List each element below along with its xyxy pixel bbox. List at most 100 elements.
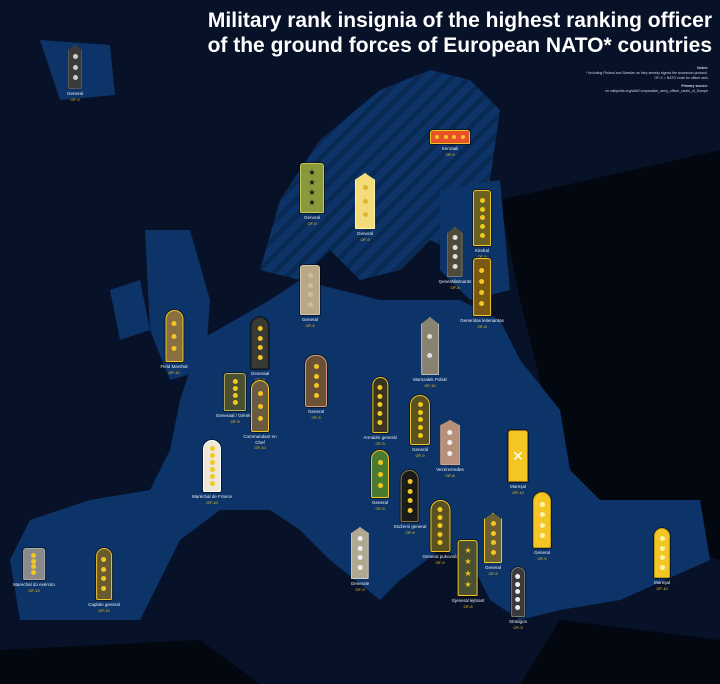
rank-label: Generale bbox=[350, 581, 370, 586]
nato-code: OF-10 bbox=[168, 369, 180, 375]
insignia-finland: Kenraali OF-9 bbox=[430, 130, 470, 157]
shoulder-board bbox=[473, 190, 491, 246]
pip-icon bbox=[539, 512, 545, 518]
insignia-denmark: General OF-9 bbox=[300, 265, 320, 328]
star-icon: ★ bbox=[308, 188, 316, 197]
insignia-spain: Capitán general OF-10 bbox=[88, 548, 120, 613]
pip-icon bbox=[377, 420, 383, 426]
shoulder-board bbox=[401, 470, 419, 522]
shoulder-board bbox=[300, 265, 320, 315]
notes: Notes: * Including Finland and Sweden as… bbox=[508, 66, 708, 94]
pip-icon bbox=[452, 254, 458, 260]
shoulder-board: ★ ★ ★ ★ bbox=[300, 163, 324, 213]
shoulder-board bbox=[371, 450, 389, 498]
pip-icon bbox=[357, 545, 363, 551]
nato-code: OF-10 bbox=[206, 499, 218, 505]
pip-icon bbox=[101, 586, 107, 592]
pip-icon bbox=[479, 215, 485, 221]
shoulder-board bbox=[23, 548, 45, 580]
shoulder-board bbox=[250, 317, 269, 369]
nato-code: OF-9 bbox=[477, 253, 487, 259]
pip-icon bbox=[539, 522, 545, 528]
pip-icon bbox=[407, 488, 413, 494]
rank-label: General bbox=[66, 91, 84, 96]
shoulder-board bbox=[430, 130, 470, 144]
rank-label: Ģenerālleitnants bbox=[438, 279, 472, 284]
shoulder-board bbox=[305, 355, 327, 407]
insignia-greece: Stratigos OF-9 bbox=[509, 567, 527, 630]
nato-code: OF-9 bbox=[513, 624, 523, 630]
pip-icon bbox=[101, 556, 107, 562]
shoulder-board: ✕ bbox=[508, 430, 528, 482]
rank-label: General bbox=[303, 215, 320, 220]
rank-label: Stožerni general bbox=[393, 524, 427, 529]
pip-icon bbox=[407, 508, 413, 514]
shoulder-board bbox=[224, 373, 246, 411]
insignia-bulgaria: General OF-9 bbox=[533, 492, 551, 561]
rank-label: Stratigos bbox=[509, 619, 527, 624]
pip-icon bbox=[490, 530, 496, 536]
pip-icon bbox=[479, 233, 485, 239]
rank-label: Capitán general bbox=[88, 602, 120, 607]
pip-icon bbox=[257, 391, 263, 397]
nato-code: OF-10 bbox=[424, 382, 436, 388]
rank-label: Commandant en Chef bbox=[243, 434, 277, 445]
rank-label: Kindral bbox=[474, 248, 489, 253]
pip-icon bbox=[101, 576, 107, 582]
rank-label: General pukovnik bbox=[422, 554, 458, 559]
pip-icon bbox=[452, 244, 458, 250]
pip-icon bbox=[417, 409, 423, 415]
nato-code: OF-9 bbox=[375, 505, 385, 511]
pip-icon bbox=[257, 403, 263, 409]
pip-icon bbox=[452, 263, 458, 269]
pip-icon bbox=[539, 533, 545, 539]
rank-label: Mareşal bbox=[653, 580, 671, 585]
pip-icon bbox=[447, 450, 453, 456]
pip-icon bbox=[659, 564, 665, 570]
rank-label: General bbox=[533, 550, 550, 555]
pip-icon bbox=[417, 401, 423, 407]
insignia-albania: ★ ★ ★ ★ Gjeneral lejtnant OF-8 bbox=[452, 540, 484, 609]
pip-icon bbox=[362, 211, 368, 217]
nato-code: OF-9 bbox=[488, 570, 498, 576]
pip-icon bbox=[31, 570, 37, 576]
pip-icon bbox=[479, 290, 485, 295]
pip-icon bbox=[72, 54, 78, 60]
pip-icon bbox=[362, 185, 368, 191]
insignia-hungary: Vezérezredes OF-8 bbox=[436, 420, 464, 478]
insignia-czechia: Armádní generál OF-9 bbox=[363, 377, 397, 446]
star-icon: ★ bbox=[308, 178, 316, 187]
source-heading: Primary source: bbox=[681, 84, 708, 88]
star-icon: ★ bbox=[464, 546, 472, 556]
pip-icon bbox=[209, 467, 215, 472]
pip-icon bbox=[479, 206, 485, 212]
shoulder-board bbox=[372, 377, 388, 433]
rank-label: Marszałek Polski bbox=[413, 377, 447, 382]
title-line-1: Military rank insignia of the highest ra… bbox=[207, 9, 712, 32]
shoulder-board: ★ ★ ★ ★ bbox=[458, 540, 478, 596]
pip-icon bbox=[460, 135, 465, 139]
pip-icon bbox=[377, 411, 383, 417]
shoulder-board bbox=[447, 227, 463, 277]
nato-code: OF-9 bbox=[355, 586, 365, 592]
pip-icon bbox=[257, 335, 263, 341]
pip-icon bbox=[357, 565, 363, 571]
pip-icon bbox=[307, 292, 313, 298]
rank-label: General bbox=[356, 231, 373, 236]
notes-text: * Including Finland and Sweden as they a… bbox=[586, 71, 708, 75]
pip-icon bbox=[490, 549, 496, 555]
title-line-2: of the ground forces of European NATO* c… bbox=[207, 34, 712, 57]
nato-code: OF-9 bbox=[445, 151, 455, 157]
pip-icon bbox=[307, 273, 313, 279]
nato-code: OF-9 bbox=[405, 529, 415, 535]
pip-icon bbox=[357, 535, 363, 541]
pip-icon bbox=[72, 74, 78, 80]
insignia-portugal: Marechal do exército OF-10 bbox=[13, 548, 55, 593]
nato-code: OF-10 bbox=[28, 587, 40, 593]
pip-icon bbox=[357, 555, 363, 561]
insignia-latvia: Ģenerālleitnants OF-8 bbox=[438, 227, 472, 290]
pip-icon bbox=[313, 363, 319, 369]
nato-code: OF-9 bbox=[307, 220, 317, 226]
insignia-north-macedonia: General OF-9 bbox=[484, 513, 502, 576]
nato-code: OF-9 bbox=[230, 418, 240, 424]
